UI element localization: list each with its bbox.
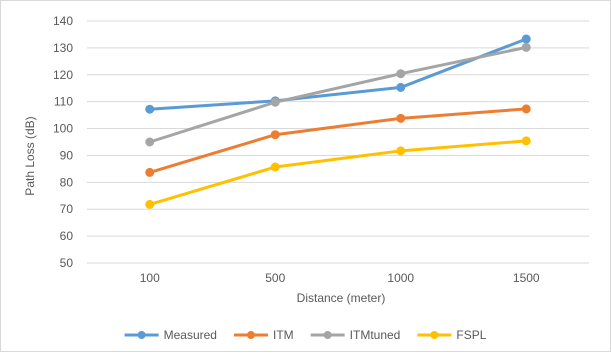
legend-label-fspl: FSPL	[456, 328, 486, 342]
data-point-itm	[270, 130, 280, 140]
y-tick-label: 80	[60, 175, 74, 189]
data-point-itm	[521, 104, 531, 114]
series-line-fspl	[148, 139, 528, 206]
y-tick-label: 120	[53, 68, 73, 82]
legend-label-measured: Measured	[164, 328, 217, 342]
series-line-itmtuned	[148, 45, 528, 144]
y-tick-label: 100	[53, 122, 73, 136]
data-point-itmtuned	[270, 97, 280, 107]
legend-marker-measured	[137, 331, 146, 339]
x-tick-label: 500	[265, 271, 285, 285]
data-point-itmtuned	[145, 137, 155, 147]
y-tick-label: 90	[60, 148, 74, 162]
data-point-itm	[396, 113, 406, 123]
y-tick-label: 130	[53, 41, 73, 55]
series-line-measured	[148, 37, 528, 111]
data-point-itm	[145, 167, 155, 177]
y-axis-label: Path Loss (dB)	[23, 116, 37, 195]
y-axis-ticks: 50 60 70 80 90 100 110 120 130 140	[53, 14, 73, 270]
data-point-fspl	[396, 146, 406, 156]
y-tick-label: 60	[60, 229, 74, 243]
x-axis-label: Distance (meter)	[297, 291, 386, 305]
gridlines	[87, 20, 589, 264]
line-chart: 50 60 70 80 90 100 110 120 130 140 100 500 1000 1500…	[23, 14, 589, 342]
series-fspl	[145, 136, 531, 209]
data-point-measured	[145, 104, 155, 114]
legend-label-itm: ITM	[273, 328, 294, 342]
legend-marker-itmtuned	[323, 331, 332, 339]
data-point-measured	[396, 82, 406, 92]
x-tick-label: 100	[140, 271, 160, 285]
data-point-itmtuned	[396, 69, 406, 79]
x-tick-label: 1500	[513, 271, 540, 285]
x-tick-label: 1000	[387, 271, 414, 285]
y-tick-label: 70	[60, 202, 74, 216]
series-itm	[145, 104, 531, 177]
data-point-fspl	[521, 136, 531, 146]
series-layer	[145, 34, 531, 209]
y-tick-label: 50	[60, 256, 74, 270]
y-tick-label: 110	[54, 95, 73, 109]
data-point-fspl	[145, 199, 155, 209]
y-tick-label: 140	[53, 14, 73, 28]
legend-marker-itm	[246, 331, 255, 339]
series-line-itm	[148, 107, 528, 174]
legend-label-itmtuned: ITMtuned	[350, 328, 401, 342]
legend-marker-fspl	[430, 331, 439, 339]
x-axis-ticks: 100 500 1000 1500	[140, 271, 540, 285]
legend: Measured ITM ITMtuned FSPL	[124, 328, 487, 342]
data-point-itmtuned	[521, 42, 531, 52]
series-itmtuned	[145, 42, 531, 147]
data-point-measured	[521, 34, 531, 44]
data-point-fspl	[270, 162, 280, 172]
